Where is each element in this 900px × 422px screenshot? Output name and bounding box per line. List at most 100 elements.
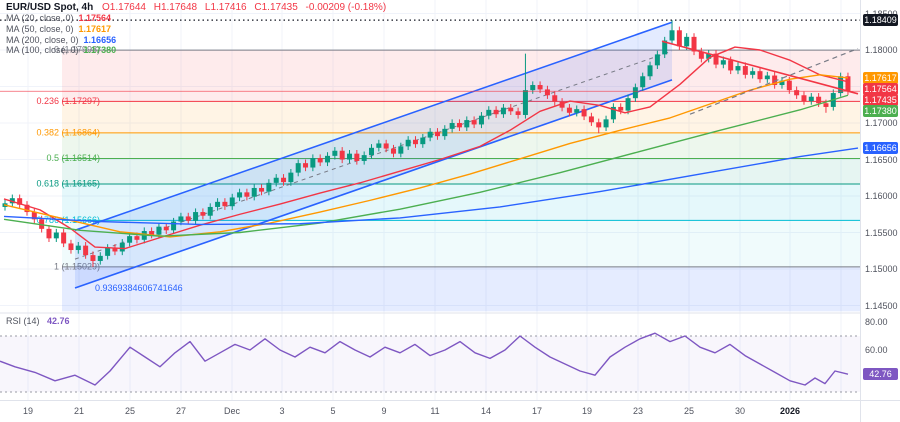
rsi-legend[interactable]: RSI (14) 42.76 [6, 316, 70, 326]
time-axis-label: 19 [581, 406, 593, 416]
candle-body [149, 231, 155, 235]
fib-band-0.786 [62, 220, 860, 267]
candle-body [574, 109, 580, 113]
candle-body [273, 177, 279, 183]
candle-body [90, 255, 96, 261]
candle-body [750, 71, 756, 75]
time-axis-label: 11 [430, 406, 440, 416]
candle-body [669, 30, 675, 41]
candle-body [764, 75, 770, 80]
candle-body [464, 120, 470, 128]
candle-body [654, 54, 660, 66]
ma100-line[interactable] [3, 94, 849, 237]
candle-body [434, 131, 440, 137]
candle-body [728, 60, 734, 71]
candle-body [566, 107, 572, 113]
candle-body [493, 109, 499, 115]
candle-body [193, 212, 199, 221]
candle-body [552, 95, 558, 102]
rsi-pane[interactable] [0, 313, 860, 400]
candle-body [838, 76, 844, 94]
candle-body [237, 192, 243, 198]
price-axis[interactable]: 1.18500 1.18000 1.17000 1.16500 1.16000 1.155… [860, 0, 900, 400]
price-axis-label: 1.17000 [865, 118, 898, 128]
candle-body [478, 115, 484, 125]
candle-body [691, 36, 697, 52]
time-axis-label: 5 [330, 406, 336, 416]
time-axis-label: 3 [279, 406, 285, 416]
candlestick-series [2, 20, 851, 267]
candle-body [259, 187, 265, 192]
grid-lines [0, 0, 860, 313]
candle-body [376, 143, 382, 148]
time-axis-label: 30 [734, 406, 746, 416]
candle-body [178, 216, 184, 222]
candle-body [97, 255, 103, 261]
time-axis-label: 14 [480, 406, 492, 416]
time-axis-label: 23 [632, 406, 644, 416]
candle-body [127, 236, 133, 243]
candle-body [244, 192, 250, 197]
candle-body [786, 80, 792, 91]
candle-body [698, 51, 704, 59]
candle-body [735, 66, 741, 71]
red-downtrend-line[interactable] [661, 40, 859, 95]
candle-body [347, 153, 353, 160]
fib-custom-level-label: 0.9369384606741646 [95, 283, 183, 293]
candle-body [61, 232, 67, 244]
candle-body [17, 198, 23, 205]
candle-body [500, 107, 506, 115]
candle-body [816, 96, 822, 104]
candle-body [339, 150, 345, 160]
candle-body [398, 146, 404, 154]
candle-body [794, 90, 800, 96]
candle-body [171, 221, 177, 231]
candle-body [156, 226, 162, 235]
candle-body [530, 85, 536, 91]
candle-body [742, 66, 748, 75]
candle-body [53, 232, 59, 239]
candle-body [713, 53, 719, 65]
fib-label-0.236: 0.236 (1.17297) [36, 96, 100, 106]
candle-body [266, 182, 272, 192]
price-axis-label: 1.14500 [865, 300, 898, 311]
candle-body [603, 119, 609, 128]
candle-body [105, 247, 111, 256]
candle-body [185, 216, 191, 221]
gray-dashed-line[interactable] [689, 47, 859, 115]
candle-body [596, 122, 602, 128]
candle-body [215, 201, 221, 207]
candle-body [442, 128, 448, 137]
candle-body [207, 206, 213, 216]
ma200-line[interactable] [3, 147, 859, 226]
candle-body [317, 158, 323, 163]
rsi-line[interactable] [0, 332, 849, 386]
price-badge: 1.16656 [863, 142, 898, 155]
candle-body [369, 147, 374, 156]
candle-body [354, 153, 360, 161]
fib-retracement[interactable]: 0 (1.17998) 0.236 (1.17297) 0.382 (1.16864… [36, 45, 860, 312]
candle-body [24, 204, 30, 213]
candle-body [720, 60, 726, 65]
time-axis-label: 19 [22, 406, 34, 416]
time-axis-label: 9 [381, 406, 387, 416]
candle-body [251, 187, 257, 197]
price-axis-label: 1.16000 [865, 191, 898, 201]
candle-body [390, 148, 396, 154]
candle-body [68, 243, 74, 251]
candle-body [310, 158, 316, 168]
candle-body [134, 236, 140, 240]
rsi-axis-label: 60.00 [865, 345, 888, 355]
time-axis[interactable]: 19 21 25 27 Dec 3 5 9 11 14 17 19 23 25 30 2026 [0, 400, 860, 422]
candle-body [112, 247, 118, 252]
candle-body [618, 106, 624, 111]
candle-body [625, 98, 631, 111]
main-pane[interactable]: 0 (1.17998) 0.236 (1.17297) 0.382 (1.16864… [0, 0, 860, 313]
candle-body [303, 163, 309, 168]
ma20-line[interactable] [3, 46, 849, 250]
candle-body [412, 139, 418, 145]
candle-body [222, 201, 228, 207]
candle-body [31, 212, 37, 220]
